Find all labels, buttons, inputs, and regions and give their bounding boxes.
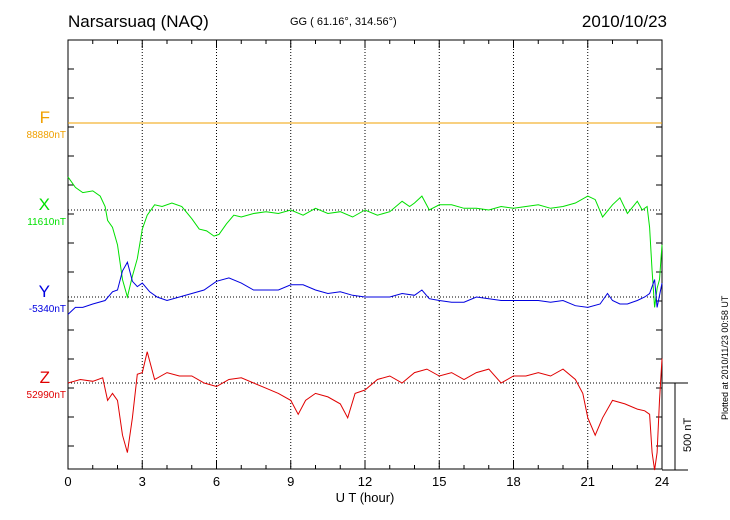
x-tick-label: 18 — [506, 474, 520, 489]
x-tick-label: 15 — [432, 474, 446, 489]
series-line-y — [67, 260, 663, 315]
series-line-z — [67, 351, 663, 471]
x-tick-label: 3 — [139, 474, 146, 489]
station-coordinates: GG ( 61.16°, 314.56°) — [290, 16, 397, 28]
component-label-y: Y — [38, 282, 50, 301]
x-tick-label: 24 — [655, 474, 669, 489]
x-axis-label: U T (hour) — [336, 490, 395, 505]
component-label-f: F — [39, 108, 50, 127]
x-tick-label: 21 — [581, 474, 595, 489]
plot-frame — [67, 39, 663, 470]
x-tick-label: 6 — [213, 474, 220, 489]
x-tick-label: 9 — [287, 474, 294, 489]
component-label-x: X — [38, 195, 50, 214]
baseline-value-z: 52990nT — [26, 390, 66, 401]
baseline-value-x: 11610nT — [27, 217, 66, 228]
chart-title: Narsarsuaq (NAQ) — [68, 12, 209, 31]
baseline-value-y: -5340nT — [28, 304, 66, 315]
component-label-z: Z — [39, 368, 50, 387]
x-tick-label: 0 — [64, 474, 71, 489]
x-tick-label: 12 — [358, 474, 372, 489]
baseline-value-f: 88880nT — [26, 130, 66, 141]
chart-date: 2010/10/23 — [581, 12, 667, 31]
series-line-x — [67, 176, 663, 308]
